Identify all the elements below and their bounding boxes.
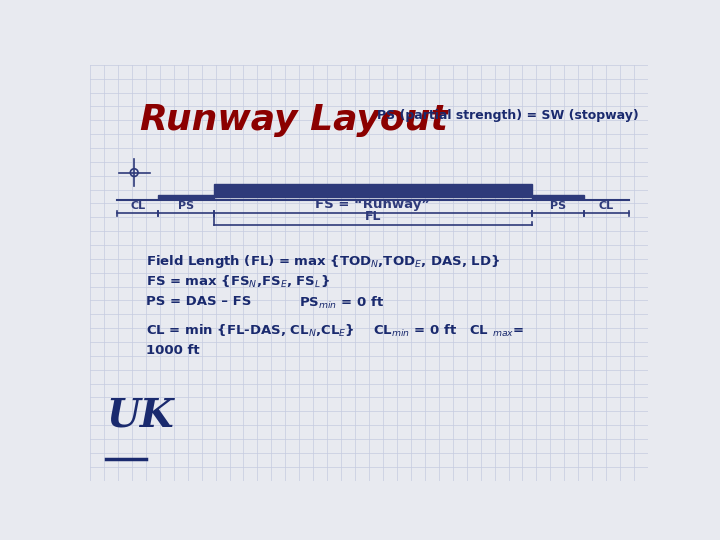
Text: PS$_{min}$ = 0 ft: PS$_{min}$ = 0 ft: [300, 295, 384, 311]
Text: FL: FL: [364, 211, 381, 224]
Text: CL$_{min}$ = 0 ft   CL $_{max}$=: CL$_{min}$ = 0 ft CL $_{max}$=: [373, 323, 524, 339]
Text: CL = min {FL-DAS, CL$_{N}$,CL$_{E}$}: CL = min {FL-DAS, CL$_{N}$,CL$_{E}$}: [145, 323, 354, 339]
Text: PS (partial strength) = SW (stopway): PS (partial strength) = SW (stopway): [377, 110, 639, 123]
Text: PS = DAS – FS: PS = DAS – FS: [145, 295, 251, 308]
Text: CL: CL: [599, 201, 614, 211]
Text: CL: CL: [130, 201, 145, 211]
Text: 1000 ft: 1000 ft: [145, 343, 199, 356]
Text: PS: PS: [550, 201, 566, 211]
Bar: [532, 195, 585, 199]
Bar: [158, 195, 214, 199]
Text: Field Length (FL) = max {TOD$_{N}$,TOD$_{E}$, DAS, LD}: Field Length (FL) = max {TOD$_{N}$,TOD$_…: [145, 253, 500, 271]
Text: FS = max {FS$_{N}$,FS$_{E}$, FS$_{L}$}: FS = max {FS$_{N}$,FS$_{E}$, FS$_{L}$}: [145, 274, 330, 291]
Text: FS = “Runway”: FS = “Runway”: [315, 198, 431, 211]
Bar: [214, 184, 532, 197]
Text: UK: UK: [107, 396, 175, 434]
Text: PS: PS: [178, 201, 194, 211]
Text: Runway Layout: Runway Layout: [140, 103, 448, 137]
